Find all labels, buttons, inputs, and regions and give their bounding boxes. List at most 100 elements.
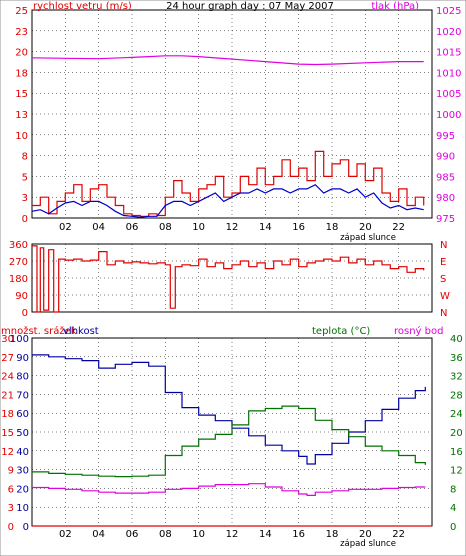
temperature-tick-label: 24 [450,409,463,420]
wind-tick-label: 3 [22,193,28,204]
dewpoint-line [32,483,426,496]
pressure-tick-label: 995 [436,131,455,142]
direction-tick-label: 270 [9,257,28,268]
humidity-tick-label: 0 [23,522,29,533]
wind-tick-label: 13 [15,110,28,121]
wind-tick-label: 5 [22,172,28,183]
x-tick-label: 08 [159,222,172,233]
chart-title: 24 hour graph day : 07 May 2007 [166,1,334,12]
rain-tick-label: 30 [1,334,14,345]
temperature-tick-label: 4 [450,503,456,514]
direction-tick-label: 90 [15,291,28,302]
x-tick-label: 02 [59,222,72,233]
temperature-tick-label: 16 [450,447,463,458]
humidity-tick-label: 100 [10,334,29,345]
sunset-label-top: západ slunce [340,233,396,243]
x-tick-label: 12 [226,222,239,233]
wind-tick-label: 18 [15,68,28,79]
pressure-tick-label: 1000 [436,110,461,121]
humidity-tick-label: 70 [16,390,29,401]
temperature-tick-label: 28 [450,390,463,401]
pressure-tick-label: 990 [436,152,455,163]
wind-tick-label: 15 [15,89,28,100]
humidity-line [32,354,426,465]
compass-tick-label: N [440,240,447,251]
wind-direction-line [32,245,425,313]
x-tick-label: 22 [392,529,405,540]
x-tick-label: 20 [359,529,372,540]
compass-tick-label: S [440,274,446,285]
x-tick-label: 08 [159,529,172,540]
x-tick-label: 04 [92,222,105,233]
rain-tick-label: 6 [8,484,14,495]
sunset-label-bottom: západ slunce [340,539,396,549]
pressure-tick-label: 975 [436,214,455,225]
x-tick-label: 12 [226,529,239,540]
pressure-line [31,55,424,66]
rain-tick-label: 0 [8,522,14,533]
rain-tick-label: 18 [1,409,14,420]
x-tick-label: 04 [92,529,105,540]
wind-tick-label: 25 [15,6,28,17]
temperature-tick-label: 40 [450,334,463,345]
humidity-tick-label: 10 [16,503,29,514]
wind-pressure-panel: 0 3 5 8 10 13 15 18 20 23 25 975 980 985 990 995 1000 10… [15,1,461,243]
pressure-tick-label: 1005 [436,89,461,100]
direction-tick-label: 180 [9,274,28,285]
temperature-tick-label: 36 [450,353,463,364]
humidity-tick-label: 80 [16,372,29,383]
temperature-tick-label: 32 [450,372,463,383]
compass-tick-label: N [440,308,447,319]
compass-tick-label: W [440,291,450,302]
x-tick-label: 14 [259,222,272,233]
temperature-tick-label: 12 [450,466,463,477]
temperature-axis-label: teplota (°C) [312,326,370,337]
temperature-tick-label: 0 [450,522,456,533]
x-tick-label: 14 [259,529,272,540]
pressure-tick-label: 1010 [436,68,461,79]
wind-average-line [31,183,424,218]
x-tick-label: 18 [326,529,339,540]
wind-axis-label: rychlost vetru (m/s) [33,1,132,12]
compass-tick-label: E [440,257,446,268]
x-tick-label: 06 [126,222,139,233]
humidity-tick-label: 60 [16,409,29,420]
direction-tick-label: 0 [22,308,28,319]
rain-tick-label: 3 [8,503,14,514]
rain-tick-label: 9 [8,466,14,477]
rain-tick-label: 24 [1,372,14,383]
x-tick-label: 06 [126,529,139,540]
x-tick-label: 02 [59,529,72,540]
wind-tick-label: 10 [15,131,28,142]
rain-tick-label: 27 [1,353,14,364]
rain-axis-label: množst. srážek [1,325,77,337]
humidity-tick-label: 90 [16,353,29,364]
pressure-tick-label: 1015 [436,48,461,59]
humidity-tick-label: 50 [16,428,29,439]
x-tick-label: 10 [192,222,205,233]
pressure-axis-label: tlak (hPa) [371,1,419,12]
x-tick-label: 20 [359,222,372,233]
x-tick-label: 16 [292,222,305,233]
temperature-line [32,405,426,478]
x-tick-label: 10 [192,529,205,540]
pressure-tick-label: 985 [436,172,455,183]
pressure-tick-label: 1020 [436,27,461,38]
direction-tick-label: 360 [9,240,28,251]
pressure-tick-label: 980 [436,193,455,204]
rain-tick-label: 21 [1,390,14,401]
rain-tick-label: 12 [1,447,14,458]
x-tick-label: 18 [326,222,339,233]
wind-tick-label: 0 [22,214,28,225]
humidity-tick-label: 40 [16,447,29,458]
temperature-tick-label: 8 [450,484,456,495]
x-tick-label: 16 [292,529,305,540]
dewpoint-axis-label: rosný bod [394,325,443,337]
pressure-tick-label: 1025 [436,6,461,17]
temperature-tick-label: 20 [450,428,463,439]
humidity-tick-label: 30 [16,466,29,477]
humidity-axis-label: vlhkost [63,326,99,337]
